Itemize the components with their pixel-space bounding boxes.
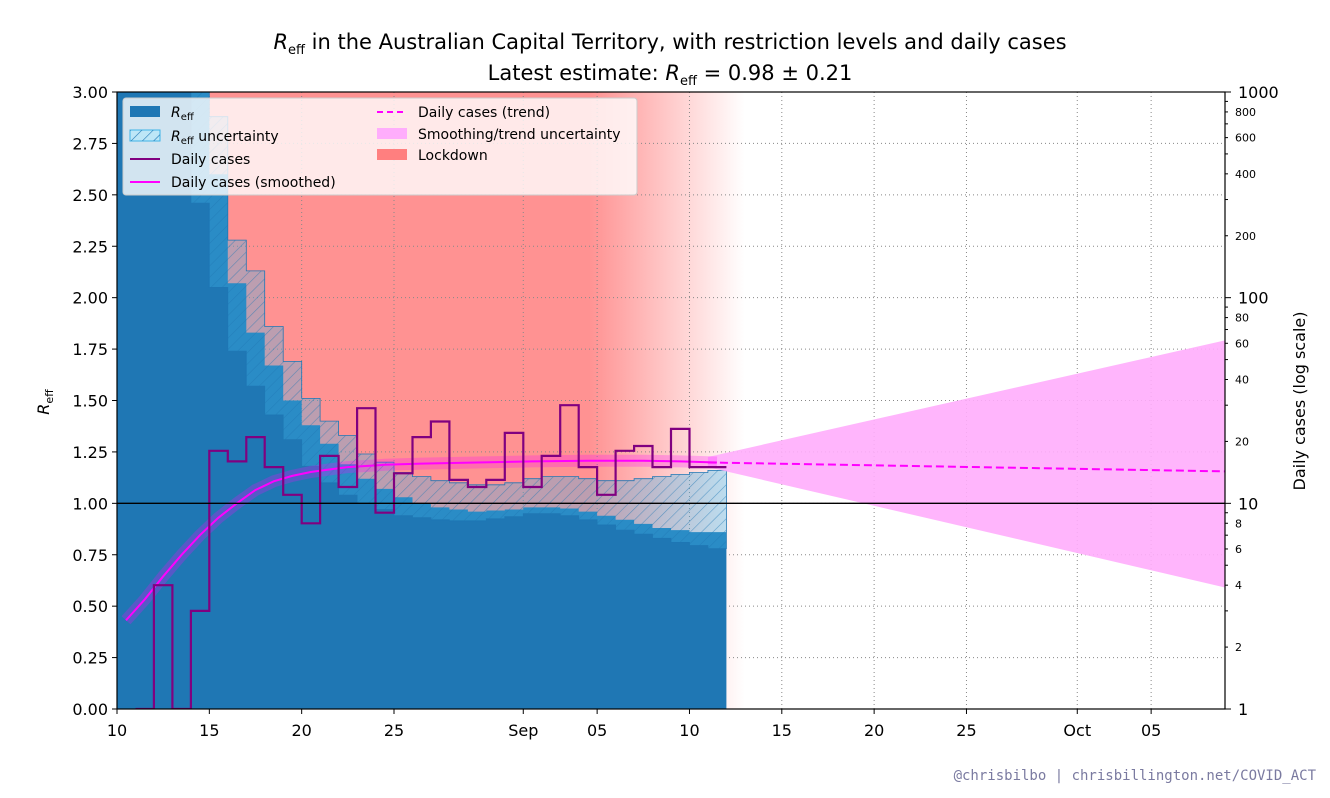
legend-swatch-hatch [130, 130, 160, 141]
x-tick-label: 15 [199, 721, 219, 740]
legend-label-trend: Daily cases (trend) [418, 105, 550, 121]
legend-label-smoothed: Daily cases (smoothed) [171, 175, 336, 191]
y-right-minor-label: 200 [1235, 230, 1256, 243]
y-left-tick-label: 0.25 [72, 649, 108, 668]
y-right-minor-label: 40 [1235, 374, 1249, 387]
y-right-tick-label: 100 [1238, 289, 1269, 308]
y-left-tick-label: 2.75 [72, 134, 108, 153]
y-left-axis-label: Reff [34, 389, 56, 415]
x-tick-label: 20 [291, 721, 311, 740]
credit-text: @chrisbilbo | chrisbillington.net/COVID_… [953, 768, 1316, 784]
y-right-minor-label: 2 [1235, 641, 1242, 654]
x-tick-label: 25 [384, 721, 404, 740]
x-tick-label: 05 [587, 721, 607, 740]
y-left-tick-label: 0.50 [72, 597, 108, 616]
y-right-minor-label: 8 [1235, 517, 1242, 530]
y-left-tick-label: 0.75 [72, 546, 108, 565]
y-left-tick-label: 1.25 [72, 443, 108, 462]
legend-swatch-lockdown [377, 149, 407, 160]
legend-label-daily_cases: Daily cases [171, 152, 250, 168]
y-left-tick-label: 1.50 [72, 392, 108, 411]
x-tick-label: Sep [508, 721, 538, 740]
y-left-tick-label: 1.75 [72, 340, 108, 359]
chart-subtitle: Latest estimate: Reff = 0.98 ± 0.21 [487, 61, 853, 89]
y-right-minor-label: 400 [1235, 168, 1256, 181]
y-right-minor-label: 20 [1235, 435, 1249, 448]
legend-swatch-reff [130, 106, 160, 117]
x-tick-label: 20 [864, 721, 884, 740]
legend-label-trend_band: Smoothing/trend uncertainty [418, 127, 621, 143]
chart-title: Reff in the Australian Capital Territory… [273, 30, 1067, 58]
y-right-tick-label: 10 [1238, 494, 1258, 513]
x-tick-label: 10 [679, 721, 699, 740]
x-tick-label: 05 [1141, 721, 1161, 740]
legend-label-reff_uncertainty: Reff uncertainty [171, 129, 279, 147]
reff-area [117, 92, 727, 709]
y-right-tick-label: 1000 [1238, 83, 1279, 102]
y-right-tick-label: 1 [1238, 700, 1248, 719]
y-left-tick-label: 1.00 [72, 494, 108, 513]
y-left-tick-label: 0.00 [72, 700, 108, 719]
x-tick-label: Oct [1063, 721, 1091, 740]
y-right-minor-label: 6 [1235, 543, 1242, 556]
x-tick-label: 10 [107, 721, 127, 740]
legend-swatch-trend-band [377, 128, 407, 139]
y-left-tick-label: 2.25 [72, 237, 108, 256]
y-right-axis-label: Daily cases (log scale) [1290, 312, 1309, 491]
daily-cases-line [135, 404, 727, 709]
y-left-tick-label: 2.00 [72, 289, 108, 308]
legend-box [122, 97, 638, 196]
x-tick-label: 25 [956, 721, 976, 740]
x-tick-label: 15 [772, 721, 792, 740]
y-right-minor-label: 800 [1235, 106, 1256, 119]
y-right-minor-label: 4 [1235, 579, 1242, 592]
y-right-minor-label: 600 [1235, 132, 1256, 145]
trend-uncertainty-band [707, 340, 1225, 588]
y-left-tick-label: 3.00 [72, 83, 108, 102]
y-right-minor-label: 60 [1235, 337, 1249, 350]
legend-label-reff: Reff [171, 105, 195, 123]
y-right-minor-label: 80 [1235, 312, 1249, 325]
y-left-tick-label: 2.50 [72, 186, 108, 205]
smoothed-line [125, 459, 717, 621]
legend-label-lockdown: Lockdown [418, 148, 488, 164]
trend-line [707, 461, 1225, 473]
